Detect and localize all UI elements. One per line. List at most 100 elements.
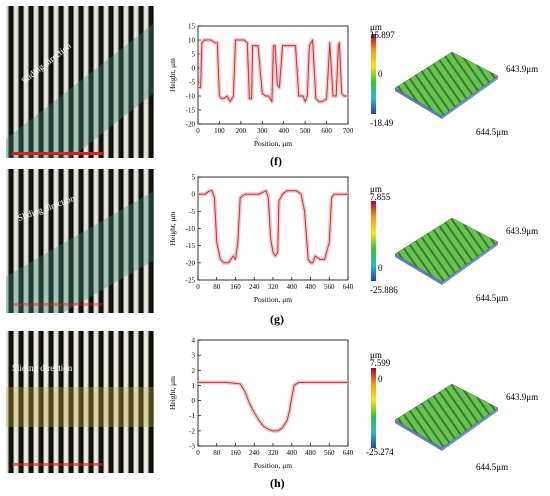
colorbar-max: 7.599	[370, 358, 391, 368]
colorbar-h	[371, 368, 376, 448]
scale-bar	[12, 463, 104, 466]
surface-3d-f	[394, 51, 499, 119]
colorbar-max: 7.855	[370, 192, 391, 202]
surface-3d-h	[394, 383, 499, 451]
y-tick-label: 10	[188, 37, 196, 45]
surface-y-extent: 643.9μm	[506, 392, 539, 402]
x-axis-label: Position, μm	[254, 139, 292, 148]
x-tick-label: 480	[305, 449, 316, 457]
colorbar-mid: 0	[378, 374, 383, 384]
x-tick-label: 240	[249, 283, 260, 291]
x-axis-label: Position, μm	[254, 295, 292, 304]
y-tick-label: 2	[192, 367, 196, 375]
y-tick-label: 4	[192, 337, 196, 345]
x-tick-label: 700	[343, 127, 354, 135]
plot-frame	[197, 339, 349, 447]
y-tick-label: -5	[189, 208, 195, 216]
groove-stripes	[6, 6, 154, 158]
series-line	[198, 39, 348, 103]
colorbar-unit: μm	[370, 184, 382, 194]
y-axis-label: Height, μm	[168, 58, 177, 92]
x-tick-label: 0	[196, 449, 200, 457]
y-tick-label: -15	[186, 107, 196, 115]
y-tick-label: -5	[189, 79, 195, 87]
y-tick-label: 0	[192, 65, 196, 73]
colorbar-mid: 0	[378, 69, 383, 79]
x-tick-label: 200	[236, 127, 247, 135]
surface-3d-g	[394, 217, 499, 285]
series-line	[198, 381, 348, 432]
colorbar-min: -25.886	[370, 285, 398, 295]
y-tick-label: -25	[186, 277, 196, 285]
colorbar-unit: μm	[370, 350, 382, 360]
y-tick-label: -20	[186, 259, 196, 267]
micrograph-f: Sliding direction	[6, 6, 154, 158]
x-tick-label: 100	[214, 127, 225, 135]
x-tick-label: 500	[300, 127, 311, 135]
x-tick-label: 600	[321, 127, 332, 135]
x-tick-label: 640	[343, 283, 354, 291]
x-axis-label: Position, μm	[254, 461, 292, 470]
x-tick-label: 320	[268, 283, 279, 291]
surface-y-extent: 643.9μm	[506, 226, 539, 236]
caption-g: (g)	[270, 312, 284, 326]
y-tick-label: -2	[189, 427, 195, 435]
surface-y-extent: 643.9μm	[506, 64, 539, 74]
x-tick-label: 80	[213, 283, 221, 291]
y-tick-label: -3	[189, 443, 195, 451]
x-tick-label: 160	[230, 449, 241, 457]
x-tick-label: 320	[268, 449, 279, 457]
scale-bar	[12, 152, 104, 155]
x-tick-label: 400	[278, 127, 289, 135]
y-tick-label: 15	[188, 23, 196, 31]
plot-frame	[197, 176, 349, 281]
sliding-direction-label: Sliding direction	[12, 363, 73, 373]
x-tick-label: 400	[287, 449, 298, 457]
caption-h: (h)	[270, 476, 285, 490]
x-tick-label: 80	[213, 449, 221, 457]
colorbar-max: 15.897	[370, 30, 395, 40]
surface-x-extent: 644.5μm	[476, 293, 509, 303]
wear-track	[6, 387, 154, 427]
y-tick-label: -20	[186, 121, 196, 129]
caption-f: (f)	[270, 154, 282, 168]
series-line	[198, 190, 348, 264]
y-tick-label: 0	[192, 191, 196, 199]
y-tick-label: -10	[186, 225, 196, 233]
colorbar-f	[371, 34, 376, 114]
colorbar-g	[371, 201, 376, 281]
height-profile-chart-g: 0 80 160 240 320 400 480 560 640 -25 -20 -15 -10 -5 0 5…	[168, 174, 354, 305]
surface-x-extent: 644.5μm	[476, 127, 509, 137]
y-axis-label: Height, μm	[168, 376, 177, 410]
y-tick-label: -1	[189, 412, 195, 420]
colorbar-min: -25.274	[366, 447, 394, 457]
height-profile-chart-h: 0 80 160 240 320 400 480 560 640 -3 -2 -1 0 1 2 3 4 Posit…	[168, 337, 354, 471]
x-tick-label: 0	[196, 127, 200, 135]
x-tick-label: 400	[287, 283, 298, 291]
groove-stripes	[6, 169, 154, 313]
micrograph-h: Sliding direction	[6, 331, 154, 473]
y-tick-label: 5	[192, 51, 196, 59]
x-tick-label: 240	[249, 449, 260, 457]
groove-stripes	[6, 331, 154, 473]
y-tick-label: -15	[186, 242, 196, 250]
y-tick-label: 1	[192, 382, 196, 390]
y-tick-label: 0	[192, 397, 196, 405]
x-tick-label: 300	[257, 127, 268, 135]
height-profile-chart-f: 0 100 200 300 400 500 600 700 -20 -15 -10 -5 0 5 10 15 P…	[168, 23, 354, 149]
x-tick-label: 560	[324, 449, 335, 457]
colorbar-mid: 0	[378, 263, 383, 273]
scale-bar	[12, 303, 104, 306]
y-tick-label: 3	[192, 352, 196, 360]
surface-x-extent: 644.5μm	[476, 462, 509, 472]
x-tick-label: 480	[305, 283, 316, 291]
y-tick-label: 5	[192, 174, 196, 182]
micrograph-g: Sliding direction	[6, 169, 154, 313]
x-tick-label: 560	[324, 283, 335, 291]
x-tick-label: 160	[230, 283, 241, 291]
colorbar-min: -18.49	[370, 118, 394, 128]
x-tick-label: 0	[196, 283, 200, 291]
colorbar-unit: μm	[370, 22, 382, 32]
x-tick-label: 640	[343, 449, 354, 457]
y-tick-label: -10	[186, 93, 196, 101]
